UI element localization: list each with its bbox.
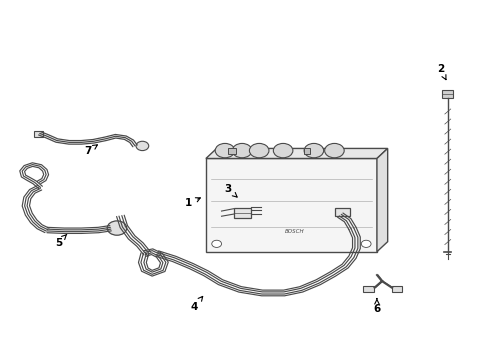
Bar [335, 208, 350, 216]
Circle shape [361, 240, 371, 247]
Circle shape [304, 143, 324, 158]
Bar [442, 90, 453, 98]
Bar [234, 208, 251, 219]
Text: 3: 3 [224, 184, 237, 197]
Polygon shape [206, 158, 377, 252]
Text: 4: 4 [190, 296, 203, 312]
Circle shape [325, 143, 344, 158]
Text: 5: 5 [55, 234, 67, 248]
Bar [392, 286, 402, 292]
Bar [363, 286, 374, 292]
Circle shape [107, 221, 127, 235]
Polygon shape [377, 148, 388, 252]
Circle shape [273, 143, 293, 158]
Bar [228, 148, 236, 154]
Circle shape [215, 143, 235, 158]
Bar [34, 131, 43, 137]
Text: 2: 2 [437, 64, 446, 80]
Text: 7: 7 [84, 145, 98, 156]
Polygon shape [206, 148, 388, 158]
Bar [304, 148, 311, 154]
Circle shape [249, 143, 269, 158]
Text: BOSCH: BOSCH [285, 229, 304, 234]
Circle shape [232, 143, 252, 158]
Circle shape [212, 240, 221, 247]
Text: 1: 1 [185, 198, 200, 208]
Circle shape [136, 141, 149, 150]
Text: 6: 6 [373, 298, 381, 314]
